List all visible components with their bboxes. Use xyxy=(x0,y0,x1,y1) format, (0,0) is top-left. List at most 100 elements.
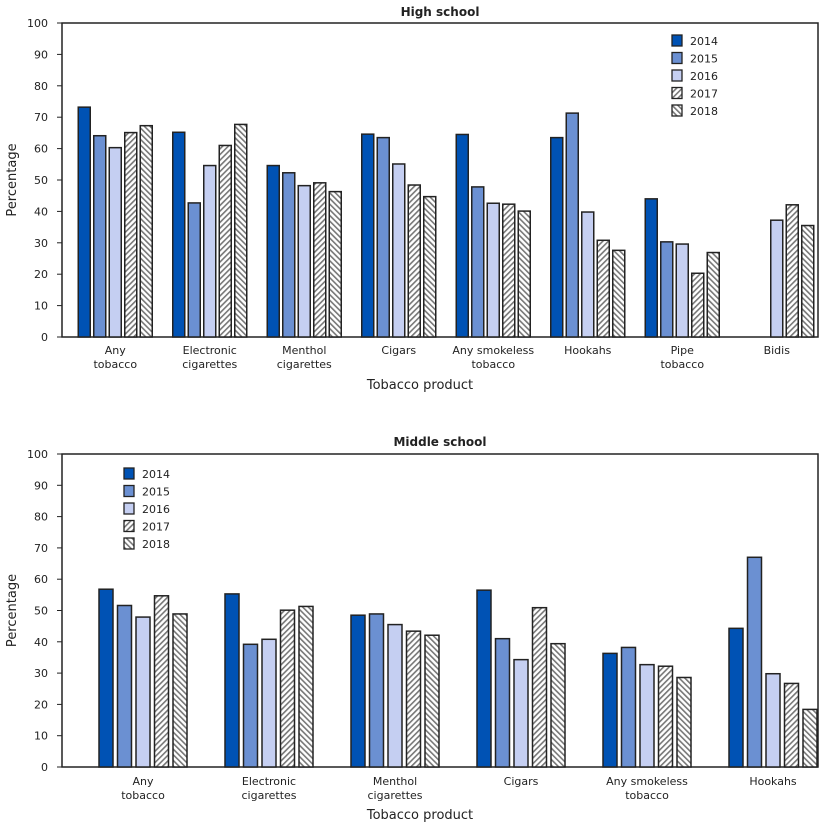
legend-label: 2015 xyxy=(142,486,170,499)
bar-2015 xyxy=(620,646,637,768)
bar-2014 xyxy=(476,589,492,768)
y-tick-label: 80 xyxy=(34,511,48,524)
bar-2017 xyxy=(124,131,138,338)
bar-2014 xyxy=(644,198,658,338)
bar-2015 xyxy=(565,112,579,338)
bar-2017 xyxy=(691,272,705,338)
category-label: Menthol xyxy=(373,775,417,788)
category-label: Menthol xyxy=(282,344,326,357)
category-label: tobacco xyxy=(660,358,704,371)
bar-2016 xyxy=(135,616,151,768)
legend-swatch xyxy=(123,502,135,515)
bar-2018 xyxy=(706,251,720,338)
bar-2014 xyxy=(728,627,744,768)
y-tick-label: 30 xyxy=(34,237,48,250)
bar-2018 xyxy=(612,249,626,338)
y-tick-label: 50 xyxy=(34,605,48,618)
bar-2015 xyxy=(660,241,674,338)
legend-label: 2018 xyxy=(690,105,718,118)
high-school-chart: High school 0 10 20 30 40 50 60 70 80 90 100 Percent… xyxy=(5,5,819,393)
category-label: cigarettes xyxy=(277,358,332,371)
bar-2014 xyxy=(224,593,240,768)
legend-label: 2017 xyxy=(690,88,718,101)
bar-2017 xyxy=(502,203,516,338)
bar-2018 xyxy=(550,642,566,768)
category-label: Cigars xyxy=(504,775,539,788)
bar-2017 xyxy=(657,665,674,768)
category-label: Any smokeless xyxy=(606,775,688,788)
bar-2016 xyxy=(770,219,784,338)
legend-swatch xyxy=(123,537,135,550)
bar-2014 xyxy=(266,164,280,338)
y-tick-label: 40 xyxy=(34,205,48,218)
category-label: tobacco xyxy=(471,358,515,371)
category-label: Electronic xyxy=(183,344,237,357)
bar-2017 xyxy=(405,630,422,768)
category-label: Pipe xyxy=(671,344,694,357)
middle-school-chart: Middle school 0 10 20 30 40 50 60 70 80 90 100 Perce… xyxy=(5,435,819,823)
bar-2014 xyxy=(361,133,375,338)
bar-2018 xyxy=(676,676,692,768)
legend-swatch xyxy=(671,86,683,100)
category-label: cigarettes xyxy=(368,789,423,802)
bar-2018 xyxy=(517,210,531,338)
bar-2016 xyxy=(392,163,406,338)
bar-2017 xyxy=(785,204,799,338)
y-tick-label: 0 xyxy=(41,761,48,774)
bar-2016 xyxy=(765,672,781,768)
bar-2018 xyxy=(172,613,188,768)
legend-label: 2014 xyxy=(690,35,718,48)
category-label: Bidis xyxy=(764,344,791,357)
bar-2016 xyxy=(639,663,655,768)
bar-2016 xyxy=(675,243,689,338)
y-tick-label: 90 xyxy=(34,48,48,61)
y-tick-label: 60 xyxy=(34,143,48,156)
bar-2014 xyxy=(455,133,469,338)
bar-2014 xyxy=(77,106,91,338)
legend-label: 2018 xyxy=(142,538,170,551)
chart-title: High school xyxy=(401,5,480,19)
x-axis-label: Tobacco product xyxy=(366,378,473,393)
y-axis-label: Percentage xyxy=(5,574,20,647)
bar-2016 xyxy=(108,146,122,338)
category-label: tobacco xyxy=(625,789,669,802)
bar-2014 xyxy=(172,131,186,338)
legend-swatch xyxy=(123,484,135,498)
y-tick-label: 40 xyxy=(34,636,48,649)
bar-2018 xyxy=(424,634,440,768)
bar-2015 xyxy=(376,136,390,338)
legend-label: 2017 xyxy=(142,521,170,534)
bar-2016 xyxy=(387,623,403,768)
y-tick-label: 60 xyxy=(34,573,48,586)
category-label: tobacco xyxy=(121,789,165,802)
category-label: tobacco xyxy=(93,358,137,371)
category-label: Hookahs xyxy=(564,344,612,357)
bar-2015 xyxy=(494,637,511,768)
bar-2014 xyxy=(550,136,564,338)
bar-2015 xyxy=(187,202,201,338)
bar-2017 xyxy=(531,606,548,768)
bar-2016 xyxy=(203,164,217,338)
legend-swatch xyxy=(123,467,135,480)
bar-2015 xyxy=(116,604,133,768)
y-tick-label: 70 xyxy=(34,111,48,124)
legend-label: 2015 xyxy=(690,53,718,66)
bar-2017 xyxy=(783,682,800,768)
category-label: Any smokeless xyxy=(452,344,534,357)
legend-swatch xyxy=(671,51,683,65)
bar-2017 xyxy=(596,239,610,338)
y-tick-label: 10 xyxy=(34,300,48,313)
category-label: Any xyxy=(105,344,126,357)
bar-2015 xyxy=(471,186,485,338)
category-label: cigarettes xyxy=(182,358,237,371)
category-label: cigarettes xyxy=(242,789,297,802)
y-tick-label: 100 xyxy=(27,448,48,461)
bar-2016 xyxy=(513,658,529,768)
y-axis-label: Percentage xyxy=(5,143,20,216)
y-tick-label: 70 xyxy=(34,542,48,555)
y-tick-label: 10 xyxy=(34,730,48,743)
bar-2016 xyxy=(581,211,595,338)
bar-2017 xyxy=(153,595,170,768)
bar-2017 xyxy=(279,609,296,768)
